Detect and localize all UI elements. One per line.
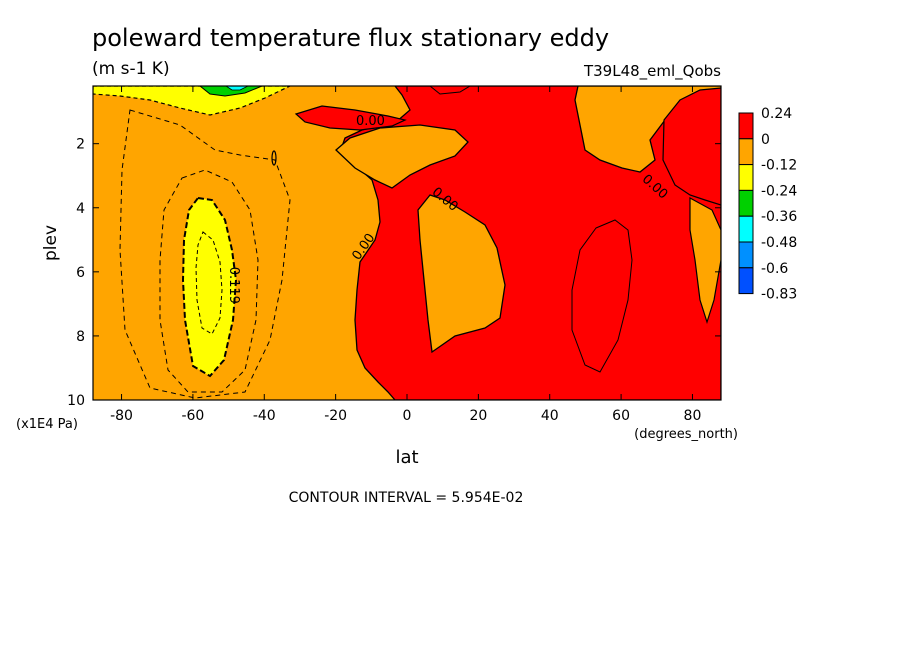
colorbar-swatch [738, 241, 754, 269]
contour-inner-yellow [195, 231, 223, 335]
x-tick-label: -60 [181, 408, 204, 424]
region-orange-upper [335, 124, 469, 189]
colorbar-label: -0.83 [761, 287, 797, 303]
region-cyan-top [225, 86, 249, 91]
colorbar-label: -0.12 [761, 158, 797, 174]
y-tick-label: 6 [76, 265, 85, 281]
colorbar-swatch [738, 112, 754, 140]
region-orange-right [689, 196, 721, 324]
contour-label: 0.00 [356, 114, 385, 129]
region-orange-tropics [417, 194, 506, 354]
x-axis: -80 -60 -40 -20 0 20 40 60 80 [110, 86, 701, 424]
colorbar-swatch [738, 267, 754, 295]
x-units-label: (degrees_north) [634, 427, 738, 442]
x-tick-label: -40 [253, 408, 276, 424]
colorbar: 0.24 0 -0.12 -0.24 -0.36 -0.48 -0.6 -0.83 [738, 106, 797, 303]
x-tick-label: -20 [324, 408, 347, 424]
colorbar-label: -0.36 [761, 209, 797, 225]
colorbar-swatch [738, 189, 754, 217]
x-tick-label: 40 [541, 408, 559, 424]
contour-nh-loop [571, 219, 633, 373]
run-label: T39L48_eml_Qobs [583, 62, 721, 81]
contour-small-loop [271, 150, 277, 166]
colorbar-label: -0.48 [761, 235, 797, 251]
colorbar-label: 0.24 [761, 106, 792, 122]
contour-label: -0.119 [226, 262, 241, 304]
region-yellow-sh [181, 196, 238, 378]
units-label: (m s-1 K) [92, 59, 170, 79]
x-tick-label: 80 [684, 408, 702, 424]
region-green-top [199, 86, 263, 97]
region-red-upper [294, 105, 407, 131]
colorbar-label: -0.24 [761, 183, 797, 199]
colorbar-label: 0 [761, 132, 770, 148]
region-red-nh-top [662, 87, 721, 206]
colorbar-swatch [738, 164, 754, 191]
y-axis-label: plev [41, 225, 61, 261]
x-axis-label: lat [395, 447, 418, 468]
contour-outer-sh-1 [159, 169, 259, 393]
contour-field [93, 86, 721, 400]
region-red-top-small [429, 86, 471, 95]
y-tick-label: 10 [67, 393, 85, 409]
x-tick-label: 60 [612, 408, 630, 424]
chart-title: poleward temperature flux stationary edd… [92, 24, 609, 52]
y-units-label: (x1E4 Pa) [16, 417, 78, 432]
x-tick-label: 20 [469, 408, 487, 424]
colorbar-swatch [738, 215, 754, 243]
y-tick-label: 4 [76, 201, 85, 217]
x-tick-label: 0 [403, 408, 412, 424]
contour-outer-sh-2 [119, 109, 291, 399]
contour-interval-label: CONTOUR INTERVAL = 5.954E-02 [289, 490, 524, 506]
y-tick-label: 8 [76, 329, 85, 345]
colorbar-label: -0.6 [761, 261, 788, 277]
colorbar-swatch [738, 138, 754, 166]
x-tick-label: -80 [110, 408, 133, 424]
y-tick-label: 2 [76, 137, 85, 153]
y-axis: 2 4 6 8 10 [67, 137, 721, 409]
